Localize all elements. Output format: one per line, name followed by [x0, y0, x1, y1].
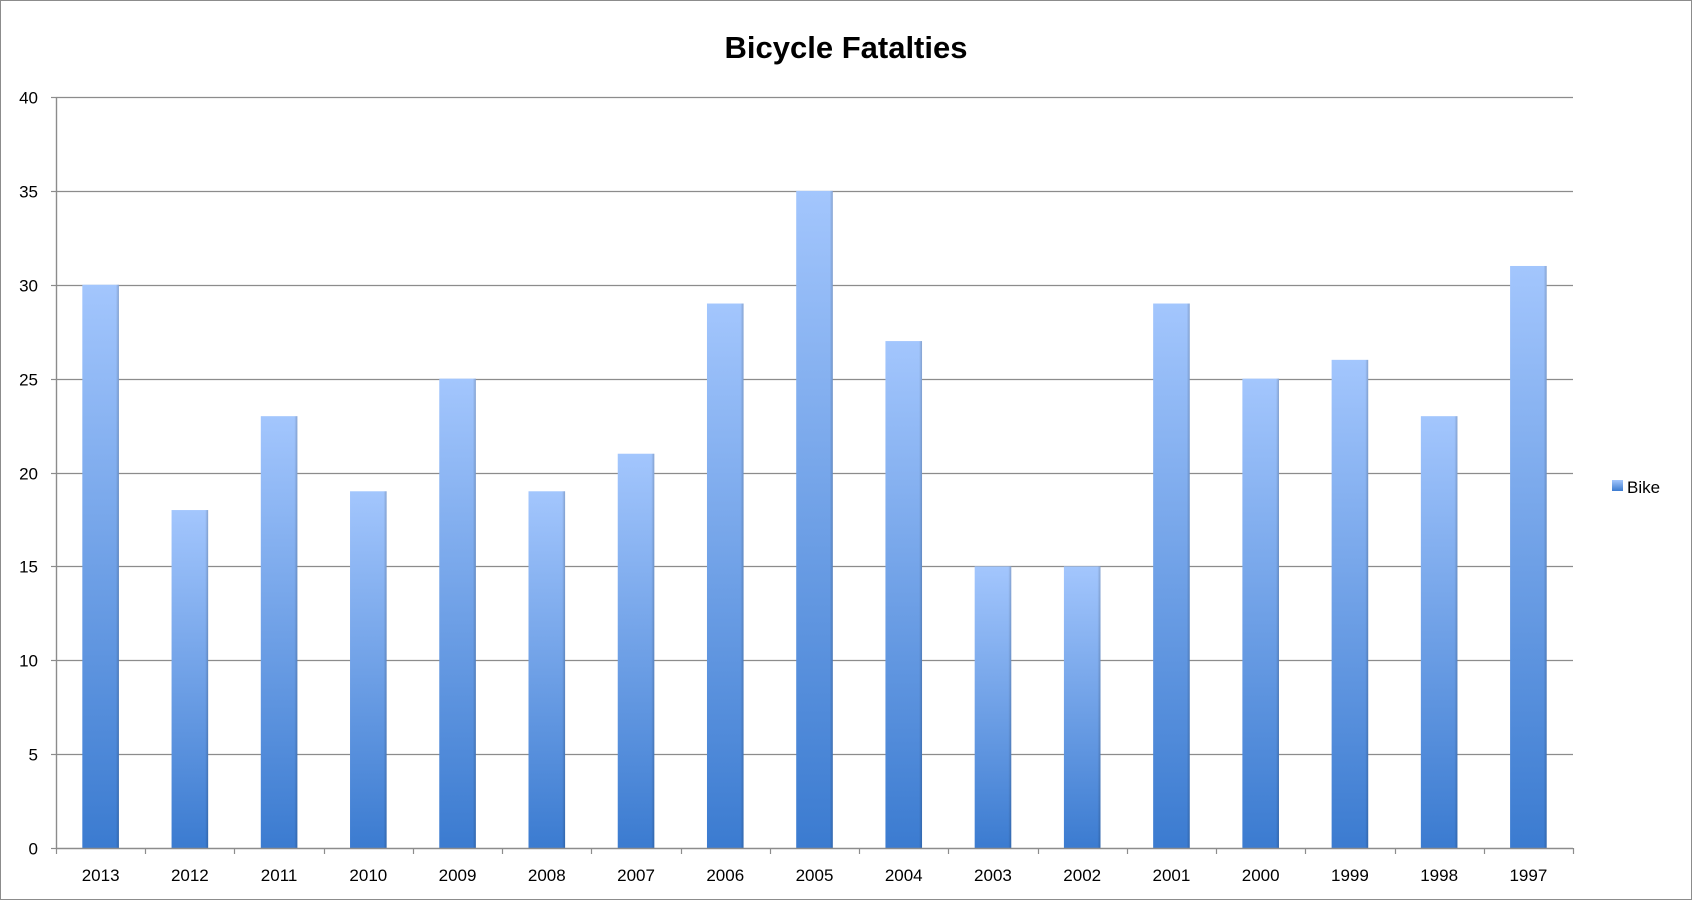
x-tick-label: 2001	[1153, 866, 1191, 885]
bar-1998	[1420, 416, 1458, 848]
y-tick-label: 30	[19, 277, 38, 296]
bar-shade-2010	[383, 491, 387, 848]
bar-shade-2013	[115, 284, 119, 848]
bar-shade-2002	[1097, 566, 1101, 848]
x-tick-label: 2010	[349, 866, 387, 885]
y-tick-label: 15	[19, 558, 38, 577]
bar-2011	[260, 416, 298, 848]
bar-2008	[528, 491, 566, 848]
bar-shade-2007	[651, 453, 655, 848]
y-tick-label: 10	[19, 652, 38, 671]
bars	[82, 190, 1547, 849]
bar-2010	[350, 491, 387, 848]
x-tick-label: 2003	[974, 866, 1012, 885]
y-tick-label: 40	[19, 89, 38, 108]
y-tick-label: 35	[19, 183, 38, 202]
chart-title: Bicycle Fatalties	[725, 30, 968, 65]
x-tick-label: 2006	[706, 866, 744, 885]
x-tick-label: 2005	[796, 866, 834, 885]
bar-shade-2006	[740, 303, 744, 848]
x-tick-label: 2007	[617, 866, 655, 885]
x-tick-label: 2000	[1242, 866, 1280, 885]
y-tick-label: 0	[29, 840, 38, 859]
bar-1997	[1510, 265, 1547, 849]
bar-2002	[1063, 566, 1101, 848]
y-tick-label: 25	[19, 371, 38, 390]
bar-2012	[171, 510, 209, 848]
bar-2007	[617, 453, 655, 848]
legend: Bike	[1612, 478, 1660, 497]
x-tick-label: 2002	[1063, 866, 1101, 885]
bar-shade-2001	[1186, 303, 1190, 848]
bar-shade-1999	[1365, 359, 1369, 848]
x-tick-label: 2008	[528, 866, 566, 885]
x-tick-label: 2009	[439, 866, 477, 885]
bar-shade-2000	[1275, 378, 1279, 848]
y-tick-label: 5	[29, 746, 38, 765]
y-axis-ticks: 0 5 10 15 20 25 30 35 40	[19, 89, 56, 859]
bar-2001	[1153, 303, 1190, 848]
bar-shade-2012	[205, 510, 209, 848]
bar-shade-1997	[1543, 265, 1547, 849]
bar-shade-2009	[472, 378, 476, 848]
x-axis-ticks: 2013 2012 2011 2010 2009 2008 2007 2006 2005 2004…	[55, 848, 1575, 885]
bar-2009	[439, 378, 476, 848]
x-tick-label: 1998	[1420, 866, 1458, 885]
axes	[55, 97, 1573, 850]
x-tick-label: 2012	[171, 866, 209, 885]
legend-label-bike: Bike	[1627, 478, 1660, 497]
x-tick-label: 1997	[1509, 866, 1547, 885]
bar-2000	[1242, 378, 1279, 848]
x-tick-label: 1999	[1331, 866, 1369, 885]
bar-shade-2011	[294, 416, 298, 848]
x-tick-label: 2011	[261, 866, 298, 885]
bar-2013	[82, 284, 119, 848]
x-tick-label: 2013	[82, 866, 120, 885]
bar-2006	[706, 303, 744, 848]
bar-shade-2003	[1008, 566, 1012, 848]
bar-shade-2004	[919, 341, 923, 848]
y-tick-label: 20	[19, 465, 38, 484]
bar-2003	[974, 566, 1012, 848]
bar-shade-2008	[562, 491, 566, 848]
legend-swatch-bike	[1612, 480, 1623, 491]
bar-shade-2005	[829, 190, 833, 848]
bar-2005	[796, 190, 833, 848]
bar-1999	[1331, 359, 1369, 848]
bar-2004	[885, 341, 923, 848]
x-tick-label: 2004	[885, 866, 923, 885]
bar-shade-1998	[1454, 416, 1458, 848]
